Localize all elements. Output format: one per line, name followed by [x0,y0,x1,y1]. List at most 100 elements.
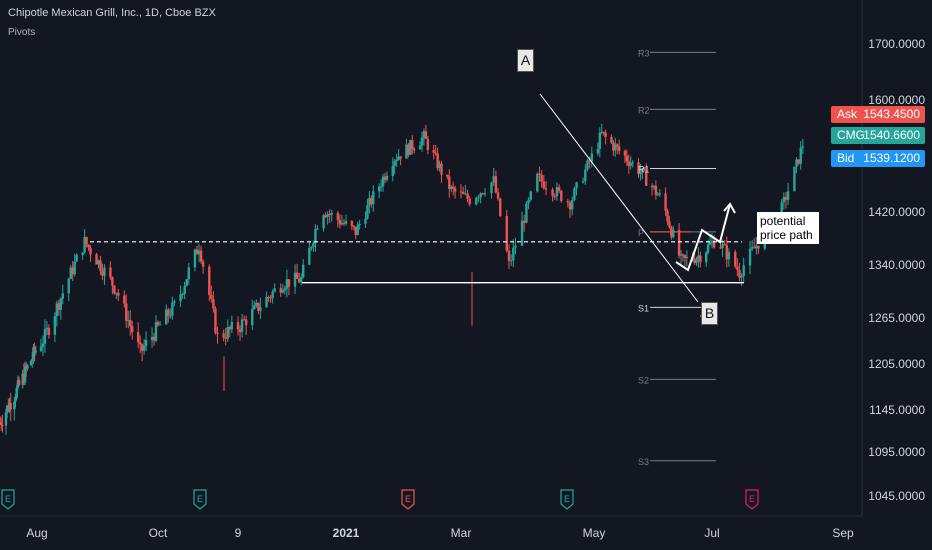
price-tick-label: 1600.0000 [868,93,925,107]
candle-body [368,197,371,206]
earnings-marker[interactable]: E [401,489,415,510]
candle-body [201,261,205,267]
candle-body [15,387,18,399]
candle-body [236,322,240,330]
candle-body [799,147,802,164]
candle-body [494,176,498,193]
candle-body [411,140,414,150]
candle-body [464,193,467,195]
candle-body [782,197,786,203]
time-tick-label: Jul [704,526,719,540]
candle-body [757,245,760,249]
candle-body [453,188,457,192]
candle-body [440,163,443,175]
pivot-label-r3: R3 [638,48,650,58]
candle-body [129,319,132,327]
candle-body [459,191,463,193]
candle-body [342,222,346,224]
candle-body [295,272,299,279]
candle-body [212,299,215,309]
candle-body [183,285,186,294]
candle-body [795,159,798,167]
earnings-icon [1,489,15,510]
candle-body [623,150,627,156]
candle-body [797,159,800,164]
earnings-marker[interactable]: E [1,489,15,510]
candle-body [69,267,72,279]
candle-body [350,220,354,226]
candle-body [520,220,524,246]
candle-body [158,324,162,326]
price-tick-label: 1265.0000 [868,311,925,325]
price-axis[interactable] [862,0,932,550]
candle-body [409,140,412,155]
candle-body [699,255,702,263]
trendline-a-b[interactable] [539,93,699,303]
candle-body [672,229,675,238]
candle-body [385,176,389,180]
candle-body [370,197,373,205]
time-tick-label: 9 [235,526,242,540]
candle-body [43,329,47,344]
candle-body [664,193,667,211]
candle-body [695,258,698,263]
candle-body [39,346,43,351]
price-tick-label: 1205.0000 [868,357,925,371]
candle-body [490,182,493,194]
candle-body [142,346,146,351]
candle-body [344,220,348,224]
candle-body [53,316,57,335]
price-path-arrow[interactable] [675,203,731,272]
candle-body [226,327,229,339]
candle-body [570,200,574,210]
candle-body [214,308,217,334]
candle-body [113,285,116,294]
candle-body [452,186,455,189]
price-path-note[interactable]: potential price path [757,212,819,244]
candle-body [551,189,554,197]
candle-body [97,260,100,265]
candle-body [377,186,381,192]
candle-body [666,210,669,222]
candle-body [259,307,262,311]
candle-body [734,251,737,267]
candle-body [140,344,144,351]
candle-body [29,361,33,366]
candle-body [330,213,333,215]
point-b-label[interactable]: B [701,302,718,325]
candle-body [228,327,231,330]
candle-body [679,254,683,256]
candle-body [279,288,282,293]
candle-body [658,193,661,195]
candle-body [356,224,359,236]
candle-body [67,278,70,294]
candle-body [652,185,656,188]
candle-body [299,277,303,283]
candle-body [61,293,64,299]
candle-body [481,193,485,195]
candle-body [57,303,61,310]
time-axis[interactable] [0,516,932,550]
candle-body [308,247,311,265]
candle-body [650,185,654,188]
earnings-marker[interactable]: E [560,489,574,510]
candle-body [438,163,441,169]
candle-body [645,170,648,186]
earnings-marker[interactable]: E [745,489,759,510]
candle-body [197,250,201,255]
earnings-marker[interactable]: E [193,489,207,510]
time-tick-label: 2021 [333,526,360,540]
bid-value: 1539.1200 [863,151,920,165]
candle-body [784,197,788,200]
candle-body [242,319,246,321]
candle-body [536,173,539,192]
candle-body [614,144,617,151]
point-a-label[interactable]: A [517,49,534,72]
candle-body [617,146,621,151]
candle-body [450,186,453,189]
candle-body [395,159,398,162]
candle-body [514,245,517,248]
candle-body [527,199,530,204]
candle-body [393,161,396,166]
